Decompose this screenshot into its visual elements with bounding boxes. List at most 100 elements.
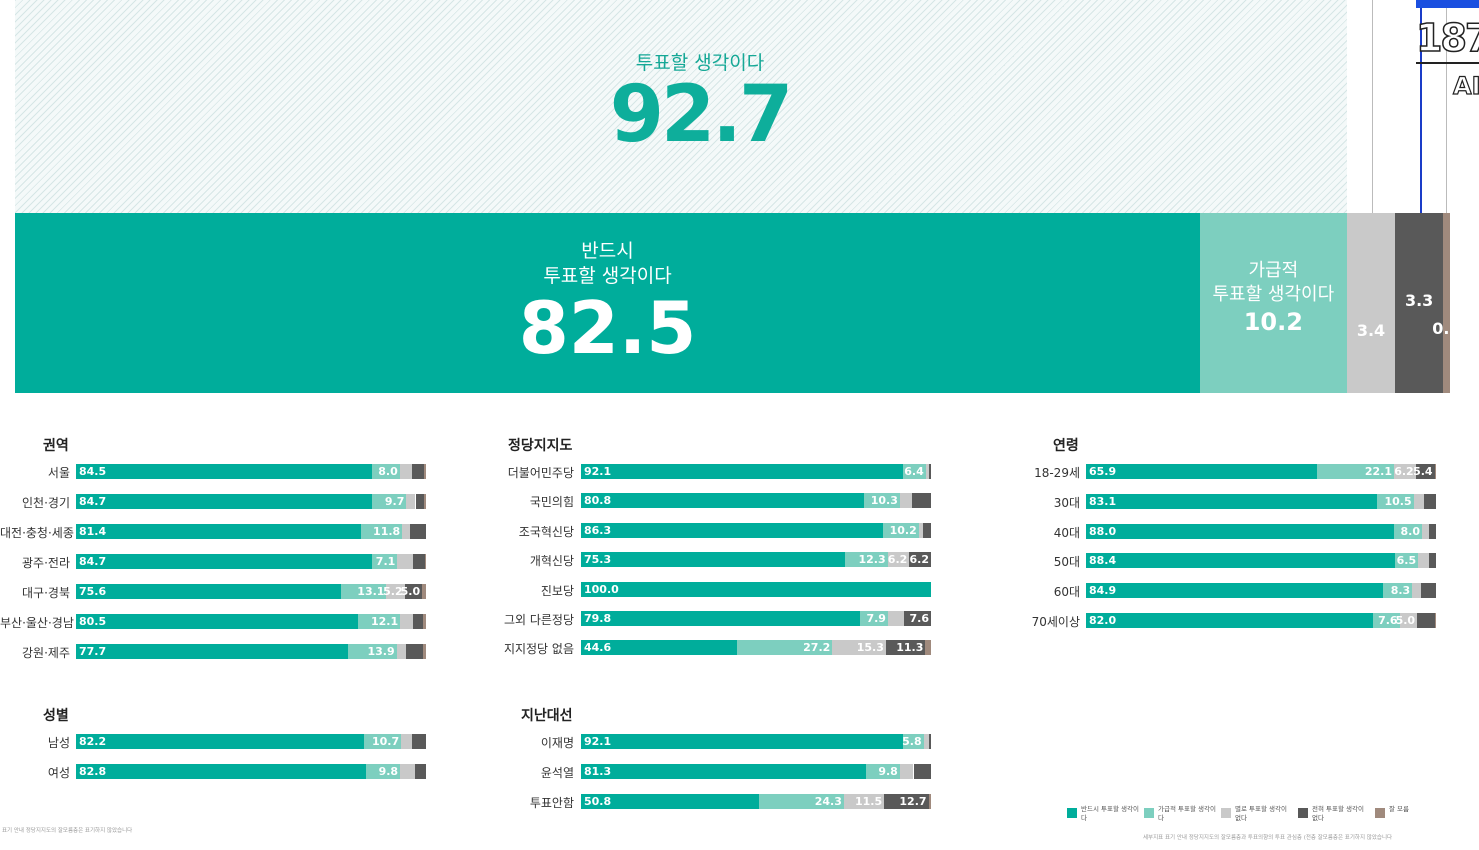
bar-seg-never: [412, 464, 425, 479]
row-label: 대구·경북: [22, 586, 70, 600]
data-label: 15.3: [856, 641, 884, 655]
data-label: 5.0: [1395, 614, 1416, 627]
row-bar: 81.4 11.8: [76, 524, 426, 539]
data-label: 9.8: [378, 765, 399, 778]
row-label: 그외 다른정당: [503, 613, 574, 627]
data-label: 92.1: [584, 735, 612, 748]
data-label: 8.3: [1390, 584, 1411, 598]
row-bar: 82.8 9.8: [76, 764, 426, 779]
legend-swatch: [1375, 808, 1385, 818]
row-bar: 80.5 12.1: [76, 614, 426, 629]
data-label: 77.7: [79, 645, 107, 658]
bar-seg-must: [76, 644, 348, 659]
overall-seg-notmuch: [1346, 213, 1396, 393]
overall-seg-unknown: [1442, 213, 1450, 393]
data-label: 6.2: [1394, 465, 1414, 478]
data-label: 6.4: [904, 465, 924, 478]
bar-seg-unknown: [1434, 464, 1436, 479]
bar-seg-unknown: [424, 494, 426, 509]
bar-seg-never: [884, 794, 929, 809]
data-label: 5.2: [383, 585, 403, 598]
data-label: 75.3: [584, 553, 612, 567]
legend-label: 잘 모름: [1389, 805, 1410, 813]
legend-label: 가급적 투표할 생각이다: [1158, 805, 1216, 822]
row-label: 남성: [47, 736, 70, 750]
hero-value: 92.7: [609, 70, 793, 160]
bar-seg-maybe: [1376, 493, 1414, 509]
data-label: 10.2: [889, 523, 917, 537]
data-label: 11.3: [896, 641, 924, 655]
data-label: 81.3: [584, 765, 612, 778]
row-label: 60대: [1053, 585, 1080, 600]
legend-swatch: [1221, 808, 1231, 818]
bar-seg-must: [581, 764, 866, 779]
bar-seg-must: [76, 734, 364, 749]
bar-seg-must: [581, 640, 738, 656]
data-label: 82.0: [1089, 614, 1117, 627]
bar-seg-never: [885, 640, 926, 656]
panel-title: 지난대선: [521, 708, 573, 724]
bar-seg-maybe: [365, 764, 401, 779]
row-bar: 92.1 5.8: [581, 734, 931, 749]
overall-seg-never: [1395, 213, 1443, 393]
row-label: 강원·제주: [22, 646, 70, 660]
bar-seg-maybe: [1316, 464, 1394, 479]
data-label: 7.6: [909, 612, 930, 625]
data-label: 7.9: [866, 612, 886, 625]
row-bar: 84.5 8.0: [76, 464, 426, 479]
overall-seg-must: [15, 213, 1201, 393]
bar-seg-must: [581, 493, 864, 509]
bar-seg-must: [1086, 464, 1317, 479]
bar-seg-never: [1429, 523, 1436, 539]
bar-seg-notmuch: [923, 734, 929, 749]
hero-label: 투표할 생각이다: [635, 52, 765, 74]
data-label: 10.7: [372, 735, 400, 748]
data-label: 7.1: [375, 555, 396, 568]
bar-seg-notmuch: [400, 764, 416, 779]
bar-seg-maybe: [372, 554, 398, 569]
legend-swatch: [1298, 808, 1308, 818]
panel-title: 성별: [43, 708, 69, 724]
row-label: 이재명: [540, 736, 574, 750]
row-bar: 75.6 13.1 5.2 5.0: [76, 584, 426, 599]
bar-seg-never: [1415, 464, 1435, 479]
legend-swatch: [1144, 808, 1154, 818]
data-label: 22.1: [1364, 465, 1392, 478]
row-label: 대전·충청·세종: [0, 526, 74, 540]
row-label: 조국혁신당: [518, 524, 574, 539]
bar-seg-never: [1423, 493, 1436, 509]
row-label: 부산·울산·경남: [0, 616, 74, 630]
data-label: 7.6: [1378, 614, 1398, 627]
divider-line: [1446, 0, 1447, 213]
data-label: 6.2: [887, 553, 908, 567]
bar-seg-notmuch: [899, 764, 914, 779]
bar-seg-unknown: [925, 640, 931, 656]
row-bar: 75.3 12.3 6.2 6.2: [581, 552, 931, 568]
row-bar: 86.3 10.2: [581, 522, 931, 538]
row-label: 70세이상: [1031, 615, 1080, 629]
bar-seg-maybe: [372, 494, 407, 509]
bar-seg-must: [581, 581, 931, 597]
bar-seg-unknown: [423, 614, 426, 629]
bar-seg-maybe: [903, 464, 926, 479]
row-bar: 83.1 10.5: [1086, 493, 1436, 509]
row-label: 18-29세: [1034, 466, 1080, 480]
row-bar: 84.9 8.3: [1086, 583, 1436, 599]
data-label: 88.0: [1089, 524, 1117, 538]
bar-seg-must: [581, 794, 759, 809]
divider-line: [1420, 0, 1422, 213]
bar-seg-never: [410, 524, 426, 539]
bar-seg-unknown: [928, 794, 931, 809]
bar-seg-must: [1086, 553, 1396, 569]
data-label: 11.8: [373, 525, 401, 538]
row-bar: 100.0: [581, 581, 931, 597]
bar-seg-must: [581, 552, 845, 568]
data-label: 8.0: [1400, 524, 1421, 538]
bar-seg-maybe: [865, 764, 900, 779]
bar-seg-maybe: [347, 644, 397, 659]
bar-seg-maybe: [363, 734, 402, 749]
row-label: 지지정당 없음: [503, 642, 574, 657]
bar-seg-maybe: [903, 734, 924, 749]
panel-title: 연령: [1053, 438, 1079, 454]
data-label: 82.2: [79, 735, 107, 748]
